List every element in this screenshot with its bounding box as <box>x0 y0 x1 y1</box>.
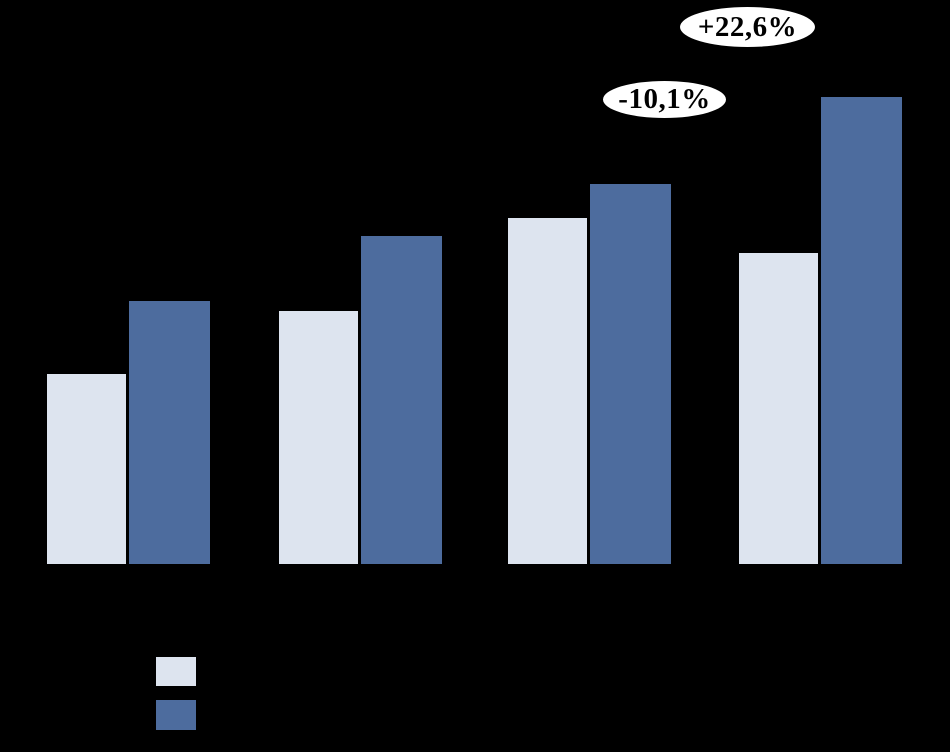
bar-series-1-light-group1 <box>47 374 126 564</box>
bar-series-2-dark-group4 <box>821 97 902 564</box>
bar-series-1-light-group3 <box>508 218 587 564</box>
annotation-growth-label: +22,6% <box>697 10 798 43</box>
bar-series-2-dark-group2 <box>361 236 442 564</box>
bar-series-2-dark-group1 <box>129 301 210 564</box>
bar-series-1-light-group4 <box>739 253 818 564</box>
plot-area <box>47 97 902 564</box>
legend-swatch-series2 <box>156 700 196 730</box>
annotation-growth-oval: +22,6% <box>678 5 817 49</box>
bar-series-2-dark-group3 <box>590 184 671 564</box>
annotation-decline-oval: -10,1% <box>601 79 728 120</box>
legend <box>156 657 196 731</box>
annotation-decline-label: -10,1% <box>618 83 711 115</box>
bar-series-1-light-group2 <box>279 311 358 564</box>
legend-swatch-series1 <box>156 657 196 686</box>
